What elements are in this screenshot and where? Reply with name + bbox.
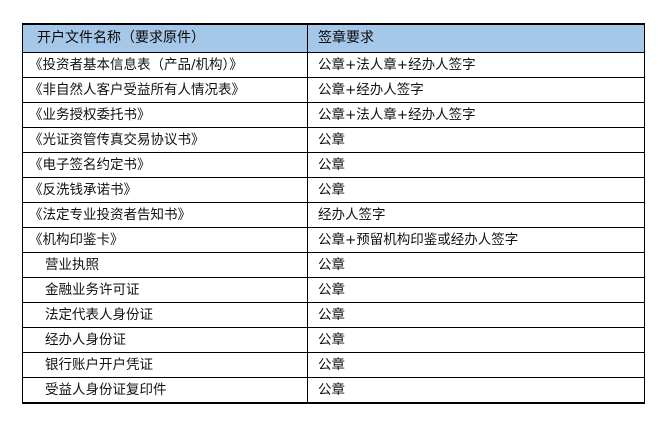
cell-document-name: 《反洗钱承诺书》 <box>22 177 308 203</box>
cell-document-name: 营业执照 <box>22 252 308 278</box>
cell-document-name: 《业务授权委托书》 <box>22 102 308 128</box>
table-row: 《电子签名约定书》 公章 <box>22 152 645 178</box>
cell-seal-requirement: 公章 <box>307 127 645 153</box>
table-header: 开户文件名称（要求原件） 签章要求 <box>22 23 645 53</box>
cell-seal-requirement: 公章 <box>307 252 645 278</box>
cell-seal-requirement: 经办人签字 <box>307 202 645 228</box>
table-row: 受益人身份证复印件 公章 <box>22 377 645 404</box>
table-row: 《业务授权委托书》 公章+法人章+经办人签字 <box>22 102 645 128</box>
column-header-seal-requirement: 签章要求 <box>307 23 645 53</box>
account-opening-documents-table-wrapper: 开户文件名称（要求原件） 签章要求 《投资者基本信息表（产品/机构）》 公章+法人… <box>22 23 645 404</box>
table-row: 《机构印鉴卡》 公章+预留机构印鉴或经办人签字 <box>22 227 645 253</box>
column-header-document-name: 开户文件名称（要求原件） <box>22 23 308 53</box>
cell-seal-requirement: 公章 <box>307 177 645 203</box>
cell-seal-requirement: 公章 <box>307 152 645 178</box>
cell-document-name: 《法定专业投资者告知书》 <box>22 202 308 228</box>
table-row: 《法定专业投资者告知书》 经办人签字 <box>22 202 645 228</box>
table-body: 《投资者基本信息表（产品/机构）》 公章+法人章+经办人签字 《非自然人客户受益所有… <box>22 52 645 404</box>
cell-document-name: 法定代表人身份证 <box>22 302 308 328</box>
table-row: 经办人身份证 公章 <box>22 327 645 353</box>
cell-seal-requirement: 公章 <box>307 302 645 328</box>
table-row: 《反洗钱承诺书》 公章 <box>22 177 645 203</box>
cell-seal-requirement: 公章+预留机构印鉴或经办人签字 <box>307 227 645 253</box>
cell-seal-requirement: 公章+法人章+经办人签字 <box>307 102 645 128</box>
cell-document-name: 《非自然人客户受益所有人情况表》 <box>22 77 308 103</box>
cell-document-name: 银行账户开户凭证 <box>22 352 308 378</box>
table-row: 《投资者基本信息表（产品/机构）》 公章+法人章+经办人签字 <box>22 52 645 78</box>
cell-seal-requirement: 公章+法人章+经办人签字 <box>307 52 645 78</box>
cell-document-name: 《光证资管传真交易协议书》 <box>22 127 308 153</box>
cell-document-name: 《机构印鉴卡》 <box>22 227 308 253</box>
table-row: 法定代表人身份证 公章 <box>22 302 645 328</box>
cell-document-name: 《投资者基本信息表（产品/机构）》 <box>22 52 308 78</box>
cell-document-name: 《电子签名约定书》 <box>22 152 308 178</box>
table-row: 金融业务许可证 公章 <box>22 277 645 303</box>
table-row: 营业执照 公章 <box>22 252 645 278</box>
cell-seal-requirement: 公章 <box>307 327 645 353</box>
cell-seal-requirement: 公章 <box>307 377 645 404</box>
table-row: 银行账户开户凭证 公章 <box>22 352 645 378</box>
cell-document-name: 经办人身份证 <box>22 327 308 353</box>
table-header-row: 开户文件名称（要求原件） 签章要求 <box>22 23 645 53</box>
account-opening-documents-table: 开户文件名称（要求原件） 签章要求 《投资者基本信息表（产品/机构）》 公章+法人… <box>22 23 645 404</box>
cell-seal-requirement: 公章 <box>307 352 645 378</box>
cell-seal-requirement: 公章 <box>307 277 645 303</box>
cell-document-name: 受益人身份证复印件 <box>22 377 308 404</box>
table-row: 《非自然人客户受益所有人情况表》 公章+经办人签字 <box>22 77 645 103</box>
cell-document-name: 金融业务许可证 <box>22 277 308 303</box>
table-row: 《光证资管传真交易协议书》 公章 <box>22 127 645 153</box>
cell-seal-requirement: 公章+经办人签字 <box>307 77 645 103</box>
